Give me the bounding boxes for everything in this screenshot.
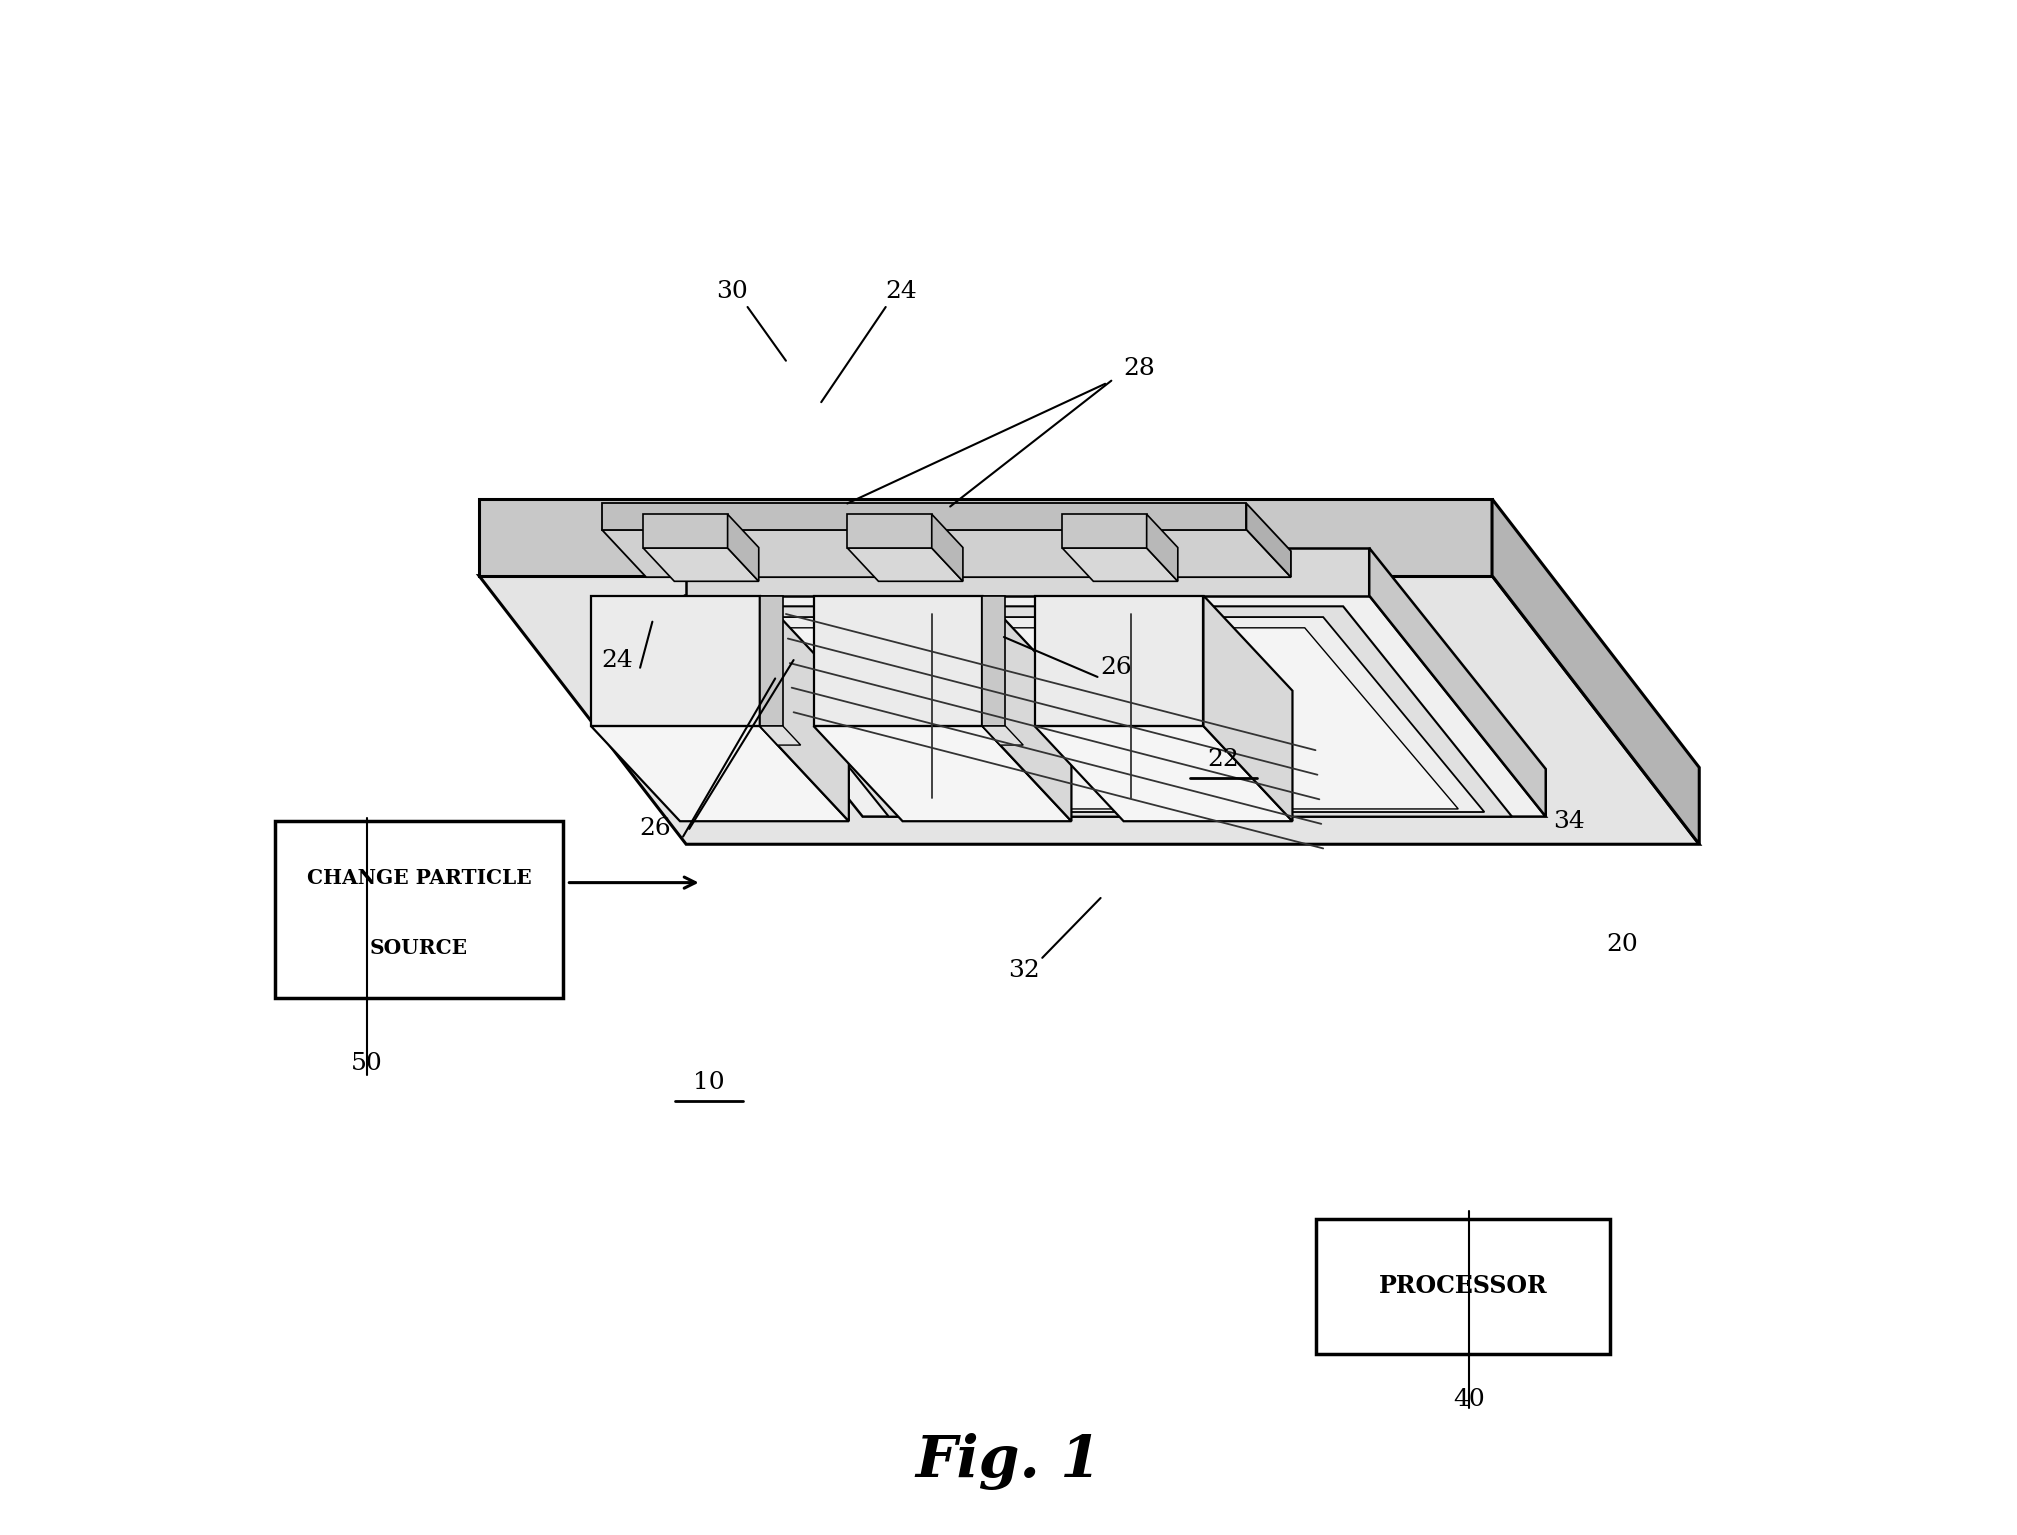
FancyBboxPatch shape — [1315, 1219, 1610, 1354]
Text: 26: 26 — [1099, 657, 1132, 678]
Polygon shape — [982, 596, 1071, 821]
Polygon shape — [760, 596, 849, 821]
Text: 28: 28 — [1123, 358, 1156, 379]
Text: 20: 20 — [1608, 933, 1638, 955]
Polygon shape — [781, 628, 1458, 809]
Text: 22: 22 — [1208, 749, 1238, 771]
Polygon shape — [1035, 596, 1204, 726]
Polygon shape — [1370, 548, 1545, 817]
Text: 10: 10 — [694, 1071, 724, 1093]
Text: 50: 50 — [351, 1053, 383, 1074]
Polygon shape — [932, 514, 962, 582]
Polygon shape — [982, 726, 1023, 744]
Polygon shape — [1204, 596, 1293, 821]
Polygon shape — [728, 514, 758, 582]
Polygon shape — [591, 596, 760, 726]
Polygon shape — [601, 503, 1247, 530]
Polygon shape — [643, 548, 758, 582]
Polygon shape — [1146, 514, 1178, 582]
Polygon shape — [847, 514, 932, 548]
Polygon shape — [591, 726, 849, 821]
Polygon shape — [1493, 499, 1698, 844]
Polygon shape — [1063, 548, 1178, 582]
Polygon shape — [686, 596, 1545, 817]
Text: 32: 32 — [1008, 959, 1039, 981]
Text: 30: 30 — [716, 281, 748, 302]
Polygon shape — [813, 596, 982, 726]
Polygon shape — [720, 606, 1513, 817]
Polygon shape — [643, 514, 728, 548]
Text: 24: 24 — [601, 649, 633, 671]
Polygon shape — [478, 576, 1698, 844]
Text: SOURCE: SOURCE — [369, 938, 468, 958]
Text: 34: 34 — [1553, 810, 1585, 832]
Text: 26: 26 — [639, 818, 672, 840]
Polygon shape — [478, 499, 1493, 576]
Polygon shape — [760, 596, 783, 726]
Text: CHANGE PARTICLE: CHANGE PARTICLE — [307, 867, 530, 887]
Polygon shape — [813, 726, 1071, 821]
FancyBboxPatch shape — [274, 821, 563, 998]
Polygon shape — [750, 617, 1485, 812]
Text: Fig. 1: Fig. 1 — [916, 1432, 1101, 1490]
Polygon shape — [1035, 726, 1293, 821]
Polygon shape — [847, 548, 962, 582]
Polygon shape — [1247, 503, 1291, 577]
Polygon shape — [982, 596, 1004, 726]
Polygon shape — [601, 530, 1291, 577]
Text: 24: 24 — [885, 281, 918, 302]
Polygon shape — [760, 726, 801, 744]
Text: 40: 40 — [1452, 1389, 1485, 1411]
Polygon shape — [686, 548, 1370, 596]
Text: PROCESSOR: PROCESSOR — [1378, 1274, 1547, 1299]
Polygon shape — [1063, 514, 1146, 548]
